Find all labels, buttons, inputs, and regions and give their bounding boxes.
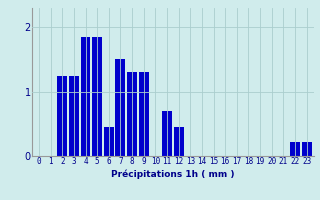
Bar bbox=[139, 72, 149, 156]
Bar bbox=[290, 142, 300, 156]
Bar bbox=[127, 72, 137, 156]
X-axis label: Précipitations 1h ( mm ): Précipitations 1h ( mm ) bbox=[111, 169, 235, 179]
Bar bbox=[69, 76, 79, 156]
Bar bbox=[116, 59, 125, 156]
Bar bbox=[162, 111, 172, 156]
Bar bbox=[81, 37, 91, 156]
Bar bbox=[92, 37, 102, 156]
Bar bbox=[104, 127, 114, 156]
Bar bbox=[174, 127, 184, 156]
Bar bbox=[57, 76, 67, 156]
Bar bbox=[302, 142, 312, 156]
